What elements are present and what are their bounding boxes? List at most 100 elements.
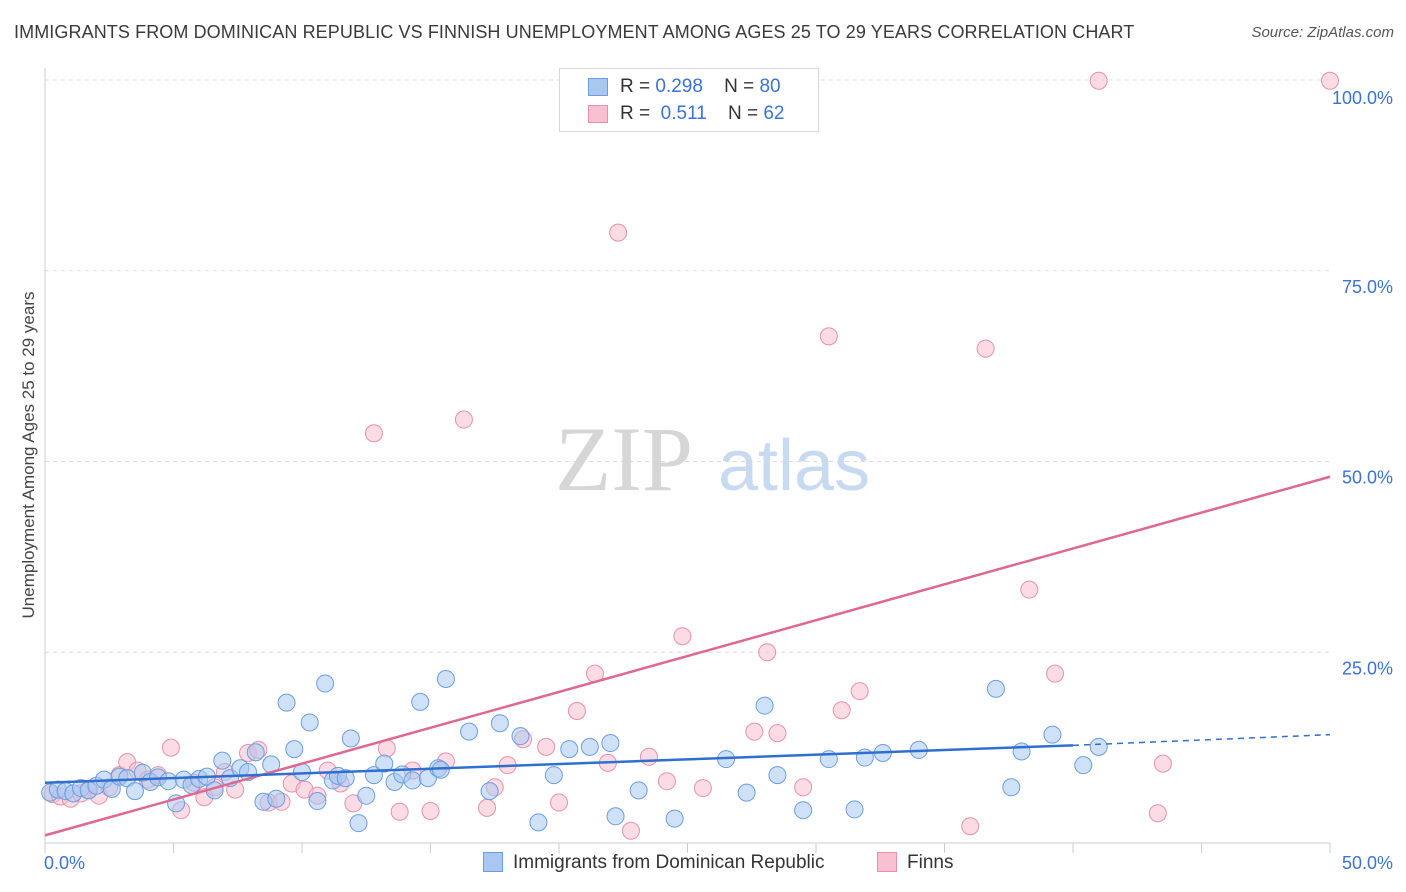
dominican-point	[159, 772, 178, 791]
finns-point	[961, 817, 980, 836]
legend-r-label: R =	[620, 76, 651, 97]
watermark-atlas: atlas	[718, 426, 870, 506]
dominican-point	[986, 679, 1005, 698]
dominican-point	[460, 722, 479, 741]
grid-lines	[45, 79, 1330, 653]
y-tick-label: 100.0%	[1332, 88, 1393, 108]
x-tick-label-min: 0.0%	[44, 853, 85, 873]
dominican-point	[341, 729, 360, 748]
finns-point	[657, 772, 676, 791]
finns-point	[673, 627, 692, 646]
chart-title: IMMIGRANTS FROM DOMINICAN REPUBLIC VS FI…	[14, 22, 1135, 42]
trend-lines	[44, 475, 1331, 837]
dominican-point	[544, 766, 563, 785]
finns-point	[745, 722, 764, 741]
dominican-point	[411, 692, 430, 711]
legend-r-label: R =	[620, 103, 651, 124]
finns-point	[794, 778, 813, 797]
dominican-point	[1074, 756, 1093, 775]
legend-r-value-pink: 0.511	[660, 103, 707, 124]
y-tick-label: 50.0%	[1342, 468, 1393, 488]
finns-point	[550, 793, 568, 812]
dominican-point	[768, 766, 787, 785]
legend-r-value-blue: 0.298	[655, 76, 703, 97]
dominican-point	[490, 714, 509, 733]
dominican-point	[357, 786, 376, 805]
bottom-legend-swatch-blue	[483, 852, 503, 872]
finns-point	[819, 327, 838, 346]
finns-point	[1148, 804, 1167, 823]
dominican-point	[1089, 737, 1108, 756]
dominican-point	[213, 751, 232, 770]
dominican-trend-extension	[1072, 733, 1331, 747]
dominican-point	[300, 713, 319, 732]
finns-point	[832, 701, 851, 720]
dominican-point	[794, 801, 813, 820]
finns-point	[1046, 664, 1065, 683]
finns-point	[567, 702, 586, 721]
source-label: Source: ZipAtlas.com	[1251, 24, 1394, 41]
finns-point	[639, 747, 658, 766]
finns-point	[1153, 754, 1172, 773]
finns-point	[758, 643, 777, 662]
y-tick-label: 75.0%	[1342, 277, 1393, 297]
finns-point	[976, 339, 995, 358]
y-tick-label: 25.0%	[1342, 658, 1393, 678]
legend-n-value-pink: 62	[763, 103, 785, 124]
finns-point	[161, 738, 180, 757]
x-tick-label-max: 50.0%	[1342, 853, 1393, 873]
dominican-point	[285, 740, 304, 759]
dominican-point	[125, 782, 144, 801]
finns-point	[1089, 71, 1108, 90]
finns-point	[1321, 71, 1339, 90]
watermark-zip: ZIP	[555, 408, 693, 510]
legend-n-label: N =	[724, 76, 755, 97]
dominican-point	[308, 792, 327, 811]
dominican-point	[336, 769, 355, 788]
dominican-trend-line	[44, 744, 1074, 784]
legend-n-value-blue: 80	[759, 76, 781, 97]
dominican-point	[665, 809, 684, 828]
finns-point	[390, 802, 409, 821]
bottom-legend-label-dominican: Immigrants from Dominican Republic	[513, 852, 825, 873]
dominican-point	[529, 813, 548, 832]
finns-point	[850, 682, 869, 701]
finns-point	[768, 724, 787, 743]
finns-point	[621, 821, 640, 840]
finns-point	[454, 410, 473, 429]
watermark: ZIP atlas	[555, 408, 870, 510]
finns-point	[364, 424, 383, 443]
dominican-point	[375, 754, 394, 773]
dominican-point	[511, 727, 530, 746]
bottom-legend-finns: Finns	[877, 852, 953, 874]
bottom-legend-label-finns: Finns	[907, 852, 954, 873]
finns-point	[1020, 580, 1039, 599]
dominican-point	[755, 696, 774, 715]
bottom-legend-dominican: Immigrants from Dominican Republic	[483, 852, 825, 874]
dominican-point	[580, 737, 599, 756]
dominican-point	[480, 782, 499, 801]
tick-labels: 25.0% 50.0% 75.0% 100.0% 0.0% 50.0%	[44, 88, 1393, 873]
finns-point	[478, 798, 497, 817]
dominican-point	[606, 807, 625, 826]
legend-swatch-pink	[588, 105, 608, 123]
dominican-point	[436, 669, 455, 688]
dominican-point	[560, 740, 579, 759]
dominican-points	[41, 669, 1108, 833]
legend-n-label: N =	[727, 103, 759, 124]
dominican-point	[601, 734, 620, 753]
finns-point	[421, 801, 440, 820]
dominican-point	[246, 743, 265, 762]
legend-swatch-blue	[588, 78, 608, 96]
dominican-point	[1002, 778, 1021, 797]
dominican-point	[316, 674, 335, 693]
dominican-point	[1012, 742, 1031, 761]
bottom-legend-swatch-pink	[877, 852, 897, 872]
axes	[44, 68, 1331, 853]
dominican-point	[277, 693, 296, 712]
dominican-point	[267, 789, 286, 808]
dominican-point	[1043, 725, 1062, 744]
dominican-point	[845, 800, 864, 819]
dominican-point	[349, 814, 368, 833]
